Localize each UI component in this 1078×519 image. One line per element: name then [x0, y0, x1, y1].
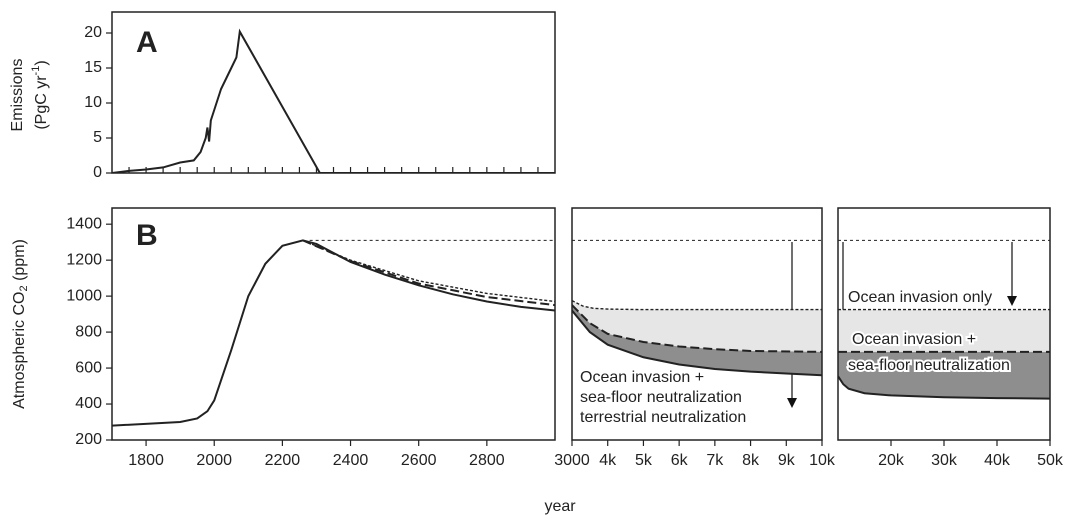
x-tick-label: 9k: [778, 452, 796, 469]
panel-label: A: [136, 26, 158, 59]
x-tick-label: 2600: [401, 452, 437, 469]
line: [302, 239, 555, 303]
y-tick-label: 1200: [66, 251, 102, 268]
annotation: Ocean invasion +: [580, 369, 704, 386]
x-tick-label: 2400: [333, 452, 369, 469]
y-tick-label: 400: [75, 395, 102, 412]
frame: [111, 11, 556, 174]
frame: [571, 207, 823, 441]
y-tick-label: 1400: [66, 215, 102, 232]
y-tick-label: 0: [93, 164, 102, 181]
y-axis-label: (PgC yr-1): [30, 60, 50, 129]
y-axis-label: Emissions: [9, 59, 26, 132]
band: [838, 309, 1050, 352]
x-tick-label: 8k: [742, 452, 760, 469]
x-tick-label: 20k: [878, 452, 905, 469]
annotation: sea-floor neutralization: [580, 389, 742, 406]
annotation: Ocean invasion +: [852, 331, 976, 348]
x-tick-label: 10k: [809, 452, 836, 469]
x-tick-label: 2800: [469, 452, 505, 469]
frame: [111, 207, 556, 441]
x-tick-label: 5k: [635, 452, 653, 469]
annotation: sea-floor neutralization: [848, 357, 1010, 374]
line: [302, 239, 555, 307]
y-tick-label: 5: [93, 129, 102, 146]
line: [112, 239, 555, 427]
band: [572, 305, 822, 376]
plot: [112, 239, 555, 427]
y-axis-label: Atmospheric CO2 (ppm): [11, 239, 30, 409]
plot: [838, 239, 1050, 400]
annotation: terrestrial neutralization: [580, 409, 746, 426]
panel-label: B: [136, 219, 158, 252]
x-axis-label: year: [544, 498, 576, 515]
line: [572, 304, 822, 353]
y-tick-label: 600: [75, 359, 102, 376]
plot: [572, 239, 822, 377]
x-tick-label: 30k: [931, 452, 958, 469]
band: [838, 351, 1050, 399]
x-tick-label: 1800: [128, 452, 164, 469]
line: [572, 299, 822, 311]
x-tick-label: 6k: [671, 452, 689, 469]
x-tick-label: 40k: [984, 452, 1011, 469]
y-tick-label: 1000: [66, 287, 102, 304]
line: [838, 375, 1050, 400]
plot: [112, 28, 555, 173]
y-tick-label: 20: [84, 24, 102, 41]
y-tick-label: 15: [84, 59, 102, 76]
annotation: Ocean invasion only: [848, 289, 992, 306]
line: [112, 28, 555, 173]
y-tick-label: 200: [75, 431, 102, 448]
x-tick-label: 3000: [554, 452, 590, 469]
x-tick-label: 7k: [706, 452, 724, 469]
x-tick-label: 2200: [265, 452, 301, 469]
x-tick-label: 4k: [599, 452, 617, 469]
y-tick-label: 10: [84, 94, 102, 111]
line: [572, 309, 822, 377]
x-tick-label: 2000: [196, 452, 232, 469]
x-tick-label: 50k: [1037, 452, 1064, 469]
y-tick-label: 800: [75, 323, 102, 340]
